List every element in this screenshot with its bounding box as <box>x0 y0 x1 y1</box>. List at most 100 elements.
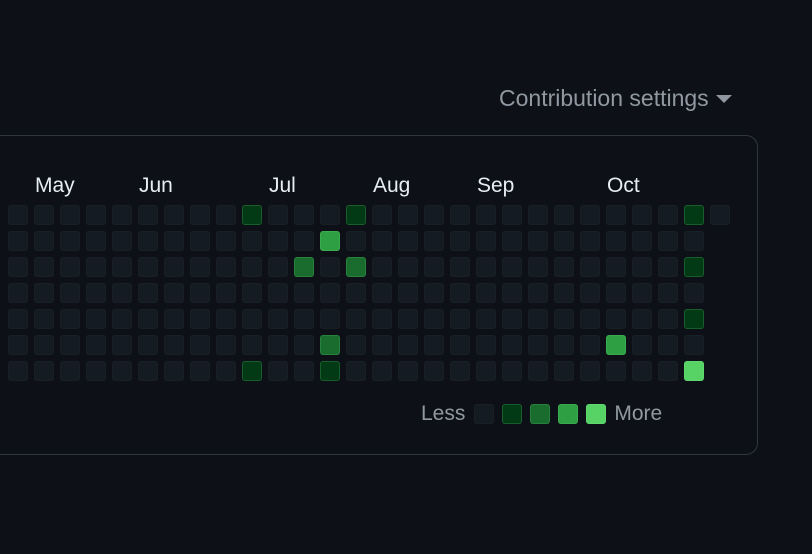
day-cell[interactable] <box>8 335 28 355</box>
day-cell[interactable] <box>554 309 574 329</box>
day-cell[interactable] <box>528 361 548 381</box>
day-cell[interactable] <box>424 231 444 251</box>
day-cell[interactable] <box>580 335 600 355</box>
day-cell[interactable] <box>346 309 366 329</box>
day-cell[interactable] <box>658 205 678 225</box>
day-cell[interactable] <box>112 205 132 225</box>
day-cell[interactable] <box>372 231 392 251</box>
day-cell[interactable] <box>398 283 418 303</box>
day-cell[interactable] <box>554 283 574 303</box>
day-cell[interactable] <box>112 257 132 277</box>
day-cell[interactable] <box>164 205 184 225</box>
day-cell[interactable] <box>424 335 444 355</box>
day-cell[interactable] <box>34 205 54 225</box>
day-cell[interactable] <box>398 335 418 355</box>
day-cell[interactable] <box>502 205 522 225</box>
day-cell[interactable] <box>606 205 626 225</box>
day-cell[interactable] <box>34 361 54 381</box>
day-cell[interactable] <box>606 283 626 303</box>
day-cell[interactable] <box>710 205 730 225</box>
day-cell[interactable] <box>112 283 132 303</box>
day-cell[interactable] <box>398 205 418 225</box>
day-cell[interactable] <box>424 283 444 303</box>
day-cell[interactable] <box>164 231 184 251</box>
day-cell[interactable] <box>268 361 288 381</box>
day-cell[interactable] <box>424 205 444 225</box>
day-cell[interactable] <box>112 309 132 329</box>
day-cell[interactable] <box>8 283 28 303</box>
day-cell[interactable] <box>190 231 210 251</box>
day-cell[interactable] <box>242 205 262 225</box>
day-cell[interactable] <box>138 205 158 225</box>
day-cell[interactable] <box>580 257 600 277</box>
day-cell[interactable] <box>606 231 626 251</box>
day-cell[interactable] <box>294 231 314 251</box>
day-cell[interactable] <box>294 283 314 303</box>
day-cell[interactable] <box>684 335 704 355</box>
day-cell[interactable] <box>450 231 470 251</box>
day-cell[interactable] <box>216 283 236 303</box>
day-cell[interactable] <box>8 257 28 277</box>
day-cell[interactable] <box>476 335 496 355</box>
day-cell[interactable] <box>632 231 652 251</box>
day-cell[interactable] <box>242 257 262 277</box>
day-cell[interactable] <box>320 283 340 303</box>
day-cell[interactable] <box>8 205 28 225</box>
day-cell[interactable] <box>398 309 418 329</box>
day-cell[interactable] <box>346 257 366 277</box>
day-cell[interactable] <box>580 309 600 329</box>
day-cell[interactable] <box>8 231 28 251</box>
day-cell[interactable] <box>658 309 678 329</box>
day-cell[interactable] <box>502 283 522 303</box>
day-cell[interactable] <box>372 283 392 303</box>
day-cell[interactable] <box>86 361 106 381</box>
day-cell[interactable] <box>86 309 106 329</box>
day-cell[interactable] <box>554 257 574 277</box>
day-cell[interactable] <box>86 335 106 355</box>
day-cell[interactable] <box>268 231 288 251</box>
day-cell[interactable] <box>450 257 470 277</box>
day-cell[interactable] <box>684 205 704 225</box>
day-cell[interactable] <box>450 309 470 329</box>
day-cell[interactable] <box>502 335 522 355</box>
day-cell[interactable] <box>346 205 366 225</box>
day-cell[interactable] <box>476 205 496 225</box>
day-cell[interactable] <box>164 309 184 329</box>
day-cell[interactable] <box>60 231 80 251</box>
day-cell[interactable] <box>138 309 158 329</box>
day-cell[interactable] <box>684 309 704 329</box>
day-cell[interactable] <box>190 335 210 355</box>
day-cell[interactable] <box>684 231 704 251</box>
day-cell[interactable] <box>658 283 678 303</box>
day-cell[interactable] <box>34 335 54 355</box>
day-cell[interactable] <box>138 283 158 303</box>
day-cell[interactable] <box>242 231 262 251</box>
day-cell[interactable] <box>60 335 80 355</box>
day-cell[interactable] <box>632 335 652 355</box>
day-cell[interactable] <box>294 205 314 225</box>
day-cell[interactable] <box>346 283 366 303</box>
day-cell[interactable] <box>398 231 418 251</box>
day-cell[interactable] <box>268 335 288 355</box>
day-cell[interactable] <box>294 309 314 329</box>
day-cell[interactable] <box>34 309 54 329</box>
day-cell[interactable] <box>684 283 704 303</box>
day-cell[interactable] <box>34 257 54 277</box>
day-cell[interactable] <box>554 231 574 251</box>
day-cell[interactable] <box>190 361 210 381</box>
day-cell[interactable] <box>60 257 80 277</box>
day-cell[interactable] <box>294 361 314 381</box>
day-cell[interactable] <box>476 283 496 303</box>
day-cell[interactable] <box>580 361 600 381</box>
day-cell[interactable] <box>528 231 548 251</box>
day-cell[interactable] <box>190 309 210 329</box>
day-cell[interactable] <box>268 283 288 303</box>
day-cell[interactable] <box>450 335 470 355</box>
day-cell[interactable] <box>164 283 184 303</box>
day-cell[interactable] <box>86 205 106 225</box>
day-cell[interactable] <box>554 205 574 225</box>
day-cell[interactable] <box>320 257 340 277</box>
day-cell[interactable] <box>424 257 444 277</box>
day-cell[interactable] <box>476 309 496 329</box>
day-cell[interactable] <box>216 335 236 355</box>
